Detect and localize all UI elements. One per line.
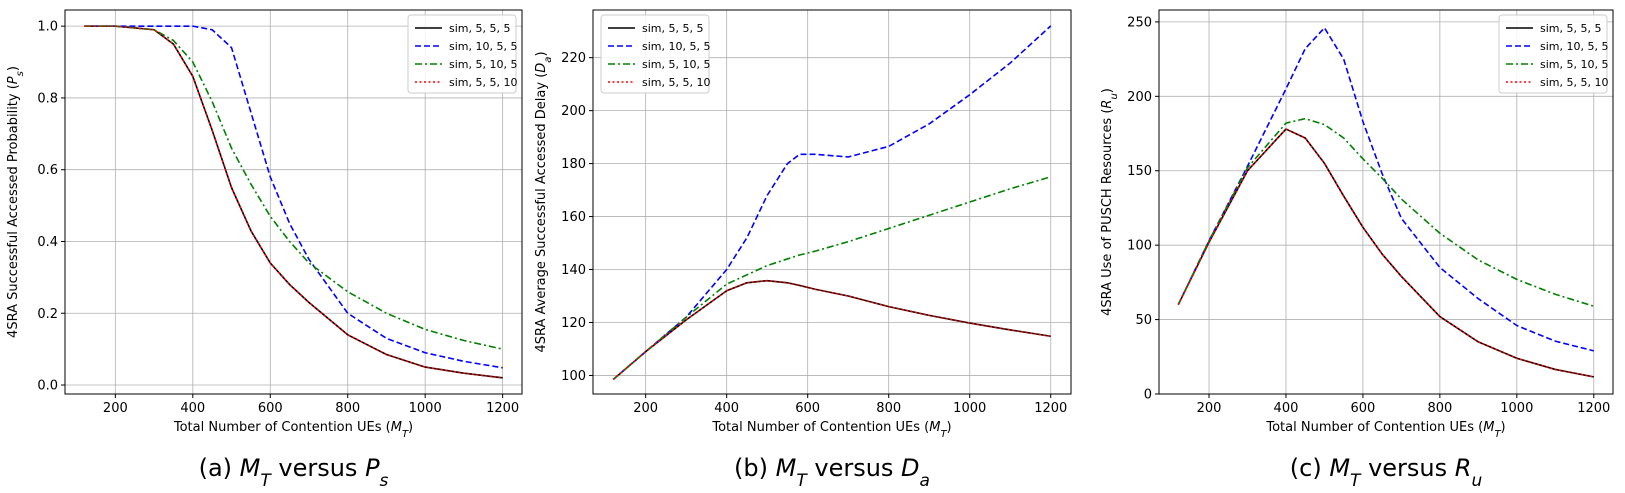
legend: sim, 5, 5, 5 sim, 10, 5, 5 sim, 5, 10, 5 si… [600,14,710,94]
y-tick-label: 50 [1135,313,1152,328]
y-tick-label: 0.6 [37,163,58,178]
y-tick-label: 0.8 [37,91,58,106]
x-tick-label: 400 [1274,401,1299,416]
y-tick-label: 0.4 [37,235,58,250]
series-line-3 [612,279,1051,381]
y-axis-label: 4SRA Use of PUSCH Resources (Ru) [1100,88,1120,316]
series-lines [1177,27,1594,378]
series-line-2 [1177,117,1594,307]
y-tick-label: 250 [1127,15,1152,30]
y-tick-label: 120 [561,316,586,331]
x-tick-label: 1200 [1577,401,1610,416]
plot-frame [64,9,523,395]
legend: sim, 5, 5, 5 sim, 10, 5, 5 sim, 5, 10, 5 si… [407,14,517,94]
y-tick-label: 180 [561,157,586,172]
series-line-1 [1177,27,1594,352]
legend-label: sim, 5, 5, 10 [449,76,517,89]
x-tick-label: 600 [795,401,820,416]
legend-box [600,14,710,94]
legend-box [407,14,517,94]
y-tick-label: 0.0 [37,379,58,394]
series-line-3 [84,25,503,379]
panel-caption: (a) MT versus Ps [199,454,389,491]
y-tick-label: 0.2 [37,307,58,322]
series-line-0 [612,279,1051,381]
legend-label: sim, 5, 5, 10 [1540,76,1608,89]
x-axis-label: Total Number of Contention UEs (MT) [711,420,951,440]
series-line-1 [84,25,503,369]
legend-label: sim, 10, 5, 5 [642,40,710,53]
x-tick-label: 1200 [1034,401,1067,416]
y-axis-label: 4SRA Successful Accessed Probability (Ps… [6,66,26,338]
legend-label: sim, 10, 5, 5 [1540,40,1608,53]
x-tick-label: 200 [1197,401,1222,416]
legend-label: sim, 5, 5, 5 [1540,22,1601,35]
legend-label: sim, 5, 5, 10 [642,76,710,89]
x-tick-label: 800 [1427,401,1452,416]
x-tick-label: 800 [335,401,360,416]
series-line-2 [84,25,503,350]
plot-frame [592,9,1072,395]
x-tick-label: 400 [180,401,205,416]
legend-label: sim, 5, 5, 5 [642,22,703,35]
series-lines [84,25,503,379]
x-tick-label: 200 [103,401,128,416]
x-tick-label: 1000 [409,401,442,416]
chart-panel-c: 200 400 600 800 1000 1200 0 50 100 150 200 250 Total… [1100,9,1614,491]
x-axis-label: Total Number of Contention UEs (MT) [1265,420,1505,440]
y-tick-label: 140 [561,263,586,278]
y-axis-label: 4SRA Average Successful Accessed Delay (… [534,51,554,352]
y-tick-label: 100 [561,369,586,384]
chart-panel-b: 200 400 600 800 1000 1200 100 120 140 160 180 200 22… [534,9,1072,491]
legend-label: sim, 5, 10, 5 [449,58,517,71]
x-tick-label: 1200 [486,401,519,416]
x-tick-label: 800 [876,401,901,416]
chart-panel-a: 200 400 600 800 1000 1200 0.0 0.2 0.4 0.6 0.8 1.0 To… [6,9,523,491]
y-tick-label: 160 [561,210,586,225]
x-tick-label: 600 [258,401,283,416]
panel-caption: (b) MT versus Da [734,454,930,491]
legend: sim, 5, 5, 5 sim, 10, 5, 5 sim, 5, 10, 5 si… [1498,14,1608,94]
series-line-0 [1177,128,1594,378]
y-tick-label: 150 [1127,164,1152,179]
legend-label: sim, 10, 5, 5 [449,40,517,53]
series-lines [612,25,1052,381]
x-tick-label: 400 [714,401,739,416]
series-line-3 [1177,128,1594,378]
legend-label: sim, 5, 10, 5 [642,58,710,71]
y-tick-label: 200 [561,104,586,119]
x-tick-label: 200 [633,401,658,416]
series-line-2 [612,176,1051,381]
plot-frame [1158,9,1614,395]
y-tick-label: 220 [561,51,586,66]
legend-label: sim, 5, 10, 5 [1540,58,1608,71]
x-tick-label: 1000 [1500,401,1533,416]
y-tick-label: 200 [1127,90,1152,105]
legend-box [1498,14,1608,94]
y-tick-label: 100 [1127,239,1152,254]
y-tick-label: 1.0 [37,20,58,35]
x-tick-label: 1000 [953,401,986,416]
panel-caption: (c) MT versus Ru [1290,454,1483,491]
grid [593,10,1071,394]
y-tick-label: 0 [1144,388,1152,403]
legend-label: sim, 5, 5, 5 [449,22,510,35]
x-axis-label: Total Number of Contention UEs (MT) [173,420,413,440]
x-tick-label: 600 [1351,401,1376,416]
